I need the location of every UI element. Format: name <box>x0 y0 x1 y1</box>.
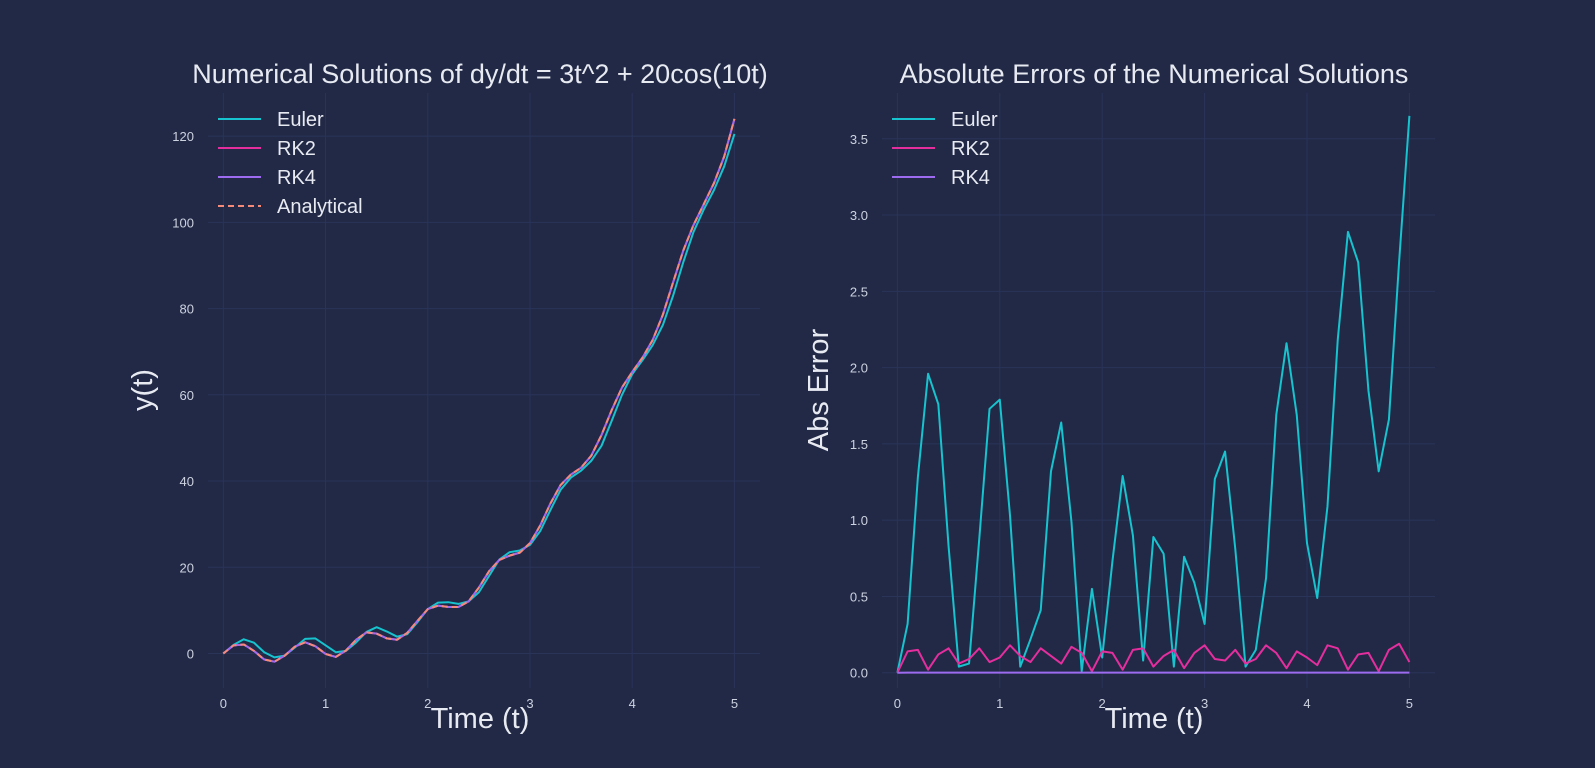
chart-title: Numerical Solutions of dy/dt = 3t^2 + 20… <box>192 59 767 89</box>
y-tick-label: 40 <box>180 474 194 489</box>
y-tick-label: 100 <box>172 215 194 230</box>
x-tick-label: 1 <box>996 696 1003 711</box>
y-axis-label: y(t) <box>127 369 159 411</box>
y-tick-label: 0 <box>187 647 194 662</box>
legend: Euler RK2 RK4 <box>892 109 998 189</box>
x-axis-label: Time (t) <box>1105 703 1204 735</box>
x-axis-label: Time (t) <box>431 703 530 735</box>
x-tick-label: 5 <box>731 696 738 711</box>
y-tick-label: 1.5 <box>850 437 868 452</box>
series-line-rk2 <box>896 642 1411 674</box>
y-tick-label: 20 <box>180 560 194 575</box>
series-line-analytical <box>222 118 736 663</box>
x-tick-label: 2 <box>424 696 431 711</box>
x-tick-label: 5 <box>1406 696 1413 711</box>
y-tick-label: 0.0 <box>850 666 868 681</box>
legend-label: Euler <box>951 109 998 131</box>
y-tick-label: 2.0 <box>850 361 868 376</box>
y-tick-label: 3.5 <box>850 132 868 147</box>
legend-label: RK2 <box>951 138 990 160</box>
y-tick-label: 3.0 <box>850 208 868 223</box>
y-tick-label: 2.5 <box>850 284 868 299</box>
x-tick-label: 3 <box>526 696 533 711</box>
legend-label: RK2 <box>277 138 316 160</box>
chart-panel-1: 0 1 2 3 4 5 0 20 40 60 80 100 120 Numerical Solutions… <box>127 59 768 735</box>
series-line-euler <box>896 115 1411 673</box>
legend-label: Euler <box>277 109 324 131</box>
legend-label: RK4 <box>951 167 990 189</box>
x-tick-label: 1 <box>322 696 329 711</box>
y-tick-label: 80 <box>180 302 194 317</box>
x-tick-label: 4 <box>629 696 636 711</box>
legend: Euler RK2 RK4 Analytical <box>218 109 363 218</box>
y-tick-label: 0.5 <box>850 589 868 604</box>
y-axis-label: Abs Error <box>803 328 835 451</box>
x-tick-label: 4 <box>1303 696 1310 711</box>
x-tick-label: 0 <box>894 696 901 711</box>
x-tick-label: 2 <box>1099 696 1106 711</box>
x-tick-label: 3 <box>1201 696 1208 711</box>
chart-panel-2: 0 1 2 3 4 5 0.0 0.5 1.0 1.5 2.0 2.5 3.0 3.5 Absolute E… <box>803 59 1435 735</box>
legend-label: RK4 <box>277 167 316 189</box>
x-tick-label: 0 <box>220 696 227 711</box>
chart-title: Absolute Errors of the Numerical Solutio… <box>900 59 1409 89</box>
y-tick-label: 60 <box>180 388 194 403</box>
y-tick-label: 120 <box>172 129 194 144</box>
series-line-euler <box>222 133 736 659</box>
legend-label: Analytical <box>277 196 363 218</box>
y-tick-label: 1.0 <box>850 513 868 528</box>
